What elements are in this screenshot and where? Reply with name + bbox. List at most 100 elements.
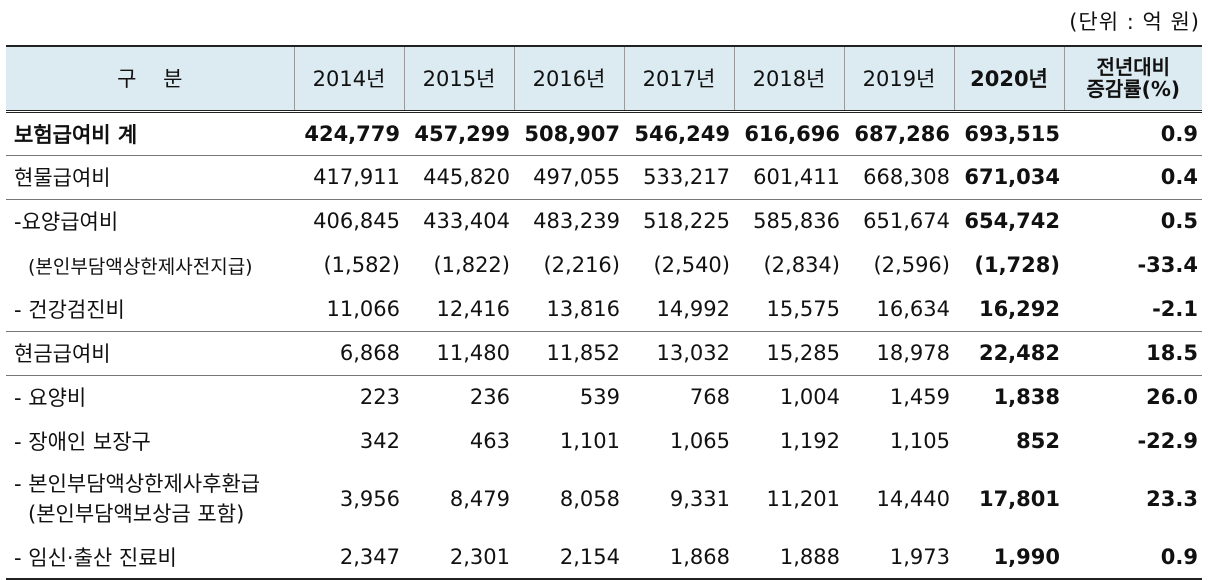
cell-value: 687,286 (854, 121, 950, 146)
cell-value: (2,216) (543, 253, 620, 277)
cell-value: 16,634 (876, 296, 950, 321)
header-yoy-line1: 전년대비 (1096, 55, 1171, 80)
cell-value: 546,249 (634, 121, 730, 146)
cell-value: 497,055 (514, 154, 624, 199)
cell-yoy: 0.9 (1160, 544, 1198, 569)
cell-current: 852 (1016, 429, 1060, 453)
cell-value: 424,779 (304, 121, 400, 146)
table-row: - 장애인 보장구 342 463 1,101 1,065 1,192 1,10… (6, 419, 1202, 463)
cell-current: 654,742 (954, 198, 1064, 243)
row-label: - 본인부담액상한제사후환급 (본인부담액보상금 포함) (6, 463, 294, 535)
cell-value: (2,596) (873, 253, 950, 277)
row-label: - 임신·출산 진료비 (14, 545, 177, 570)
cell-value: 18,978 (844, 330, 954, 375)
cell-value: 15,285 (734, 330, 844, 375)
header-year: 2017년 (623, 46, 734, 111)
cell-value: 1,101 (559, 429, 620, 453)
cell-value: 11,480 (404, 330, 514, 375)
cell-value: 533,217 (624, 154, 734, 199)
table-row: - 본인부담액상한제사후환급 (본인부담액보상금 포함) 3,956 8,479… (6, 463, 1202, 535)
header-yoy: 전년대비 증감률(%) (1063, 46, 1202, 111)
header-current-year: 2020년 (953, 46, 1064, 111)
table-row: - 건강검진비 11,066 12,416 13,816 14,992 15,5… (6, 287, 1202, 331)
unit-note: (단위 : 억 원) (1069, 10, 1200, 34)
cell-current: 1,990 (993, 544, 1060, 569)
cell-value: (1,582) (323, 253, 400, 277)
cell-value: 2,347 (339, 544, 400, 569)
cell-value: 483,239 (514, 198, 624, 243)
cell-current: 1,838 (954, 374, 1064, 419)
cell-value: 8,479 (449, 487, 510, 511)
cell-value: (1,822) (433, 253, 510, 277)
cell-current: 693,515 (964, 121, 1060, 146)
table-row: -요양급여비 406,845 433,404 483,239 518,225 5… (6, 198, 1202, 243)
cell-value: 236 (404, 374, 514, 419)
cell-value: 2,154 (559, 544, 620, 569)
cell-value: 1,004 (734, 374, 844, 419)
table-row: 보험급여비 계 424,779 457,299 508,907 546,249 … (6, 111, 1202, 155)
cell-value: 445,820 (404, 154, 514, 199)
cell-current: 17,801 (978, 487, 1060, 511)
cell-yoy: 23.3 (1146, 487, 1198, 511)
cell-value: 539 (514, 374, 624, 419)
cell-value: 457,299 (414, 121, 510, 146)
cell-value: 518,225 (624, 198, 734, 243)
row-label: 현물급여비 (6, 154, 294, 199)
cell-value: 11,852 (514, 330, 624, 375)
header-yoy-line2: 증감률(%) (1086, 77, 1181, 102)
cell-value: 13,032 (624, 330, 734, 375)
cell-value: 13,816 (546, 296, 620, 321)
row-label: - 장애인 보장구 (14, 430, 151, 454)
cell-value: 1,973 (889, 544, 950, 569)
cell-value: 14,440 (876, 487, 950, 511)
cell-yoy: 0.5 (1064, 198, 1202, 243)
cell-yoy: -33.4 (1137, 253, 1198, 277)
cell-value: 12,416 (436, 296, 510, 321)
cell-value: 223 (294, 374, 404, 419)
table-row: - 임신·출산 진료비 2,347 2,301 2,154 1,868 1,88… (6, 535, 1202, 579)
row-label: 현금급여비 (6, 330, 294, 375)
cell-value: 508,907 (524, 121, 620, 146)
cell-yoy: 0.9 (1160, 121, 1198, 146)
cell-yoy: 18.5 (1064, 330, 1202, 375)
row-label-line1: - 본인부담액상한제사후환급 (14, 472, 261, 496)
cell-value: 1,888 (779, 544, 840, 569)
table-row: - 요양비 223 236 539 768 1,004 1,459 1,838 … (6, 374, 1202, 419)
header-year: 2014년 (293, 46, 404, 111)
cell-value: 585,836 (734, 198, 844, 243)
cell-value: 651,674 (844, 198, 954, 243)
insurance-benefits-table: 구 분 2014년 2015년 2016년 2017년 2018년 2019년 … (6, 45, 1202, 580)
cell-current: 671,034 (954, 154, 1064, 199)
cell-value: 406,845 (294, 198, 404, 243)
table-row: 현금급여비 6,868 11,480 11,852 13,032 15,285 … (6, 330, 1202, 375)
table-row: (본인부담액상한제사전지급) (1,582) (1,822) (2,216) (… (6, 243, 1202, 287)
header-year: 2019년 (843, 46, 954, 111)
cell-value: 1,459 (844, 374, 954, 419)
row-label: (본인부담액상한제사전지급) (28, 255, 253, 278)
cell-value: 6,868 (294, 330, 404, 375)
cell-current: 22,482 (954, 330, 1064, 375)
cell-value: 417,911 (294, 154, 404, 199)
cell-value: 8,058 (559, 487, 620, 511)
cell-value: 342 (359, 429, 400, 453)
cell-value: (2,540) (653, 253, 730, 277)
cell-yoy: 0.4 (1064, 154, 1202, 199)
cell-value: 1,868 (669, 544, 730, 569)
cell-yoy: -22.9 (1137, 429, 1198, 453)
cell-value: 15,575 (766, 296, 840, 321)
cell-value: 3,956 (339, 487, 400, 511)
row-label: - 건강검진비 (14, 297, 125, 322)
cell-value: 11,201 (766, 487, 840, 511)
cell-value: 768 (624, 374, 734, 419)
cell-yoy: 26.0 (1064, 374, 1202, 419)
cell-value: (2,834) (763, 253, 840, 277)
row-label: 보험급여비 계 (14, 122, 138, 147)
header-category: 구 분 (117, 67, 183, 92)
cell-value: 616,696 (744, 121, 840, 146)
cell-value: 433,404 (404, 198, 514, 243)
table-row: 현물급여비 417,911 445,820 497,055 533,217 60… (6, 154, 1202, 199)
cell-value: 668,308 (844, 154, 954, 199)
cell-value: 1,105 (889, 429, 950, 453)
cell-yoy: -2.1 (1152, 296, 1198, 321)
row-label: - 요양비 (6, 374, 294, 419)
